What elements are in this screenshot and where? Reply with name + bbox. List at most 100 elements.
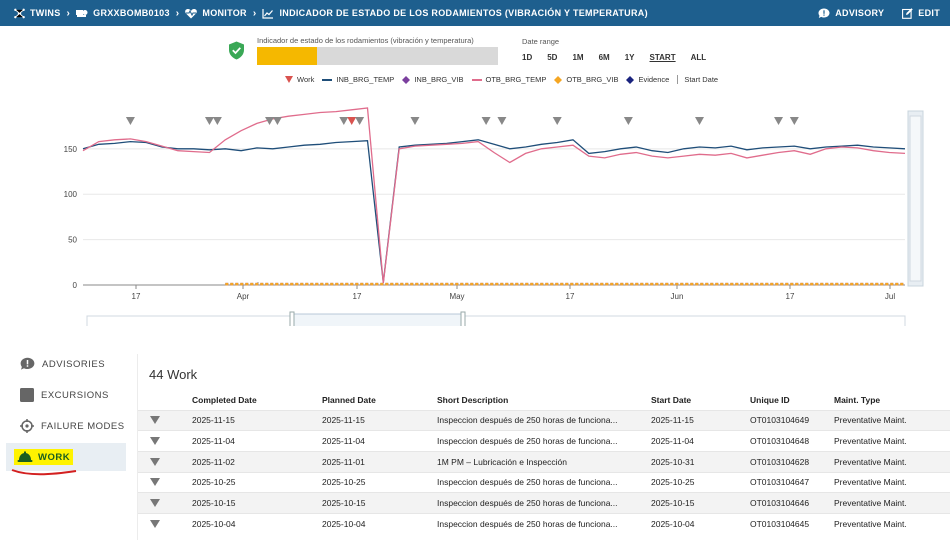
table-cell: 2025-10-25 bbox=[192, 471, 322, 493]
sidenav-label: ADVISORIES bbox=[42, 358, 106, 370]
date-range-option-1y[interactable]: 1Y bbox=[624, 53, 635, 62]
legend-marker-icon bbox=[626, 75, 635, 84]
column-header[interactable]: Start Date bbox=[651, 394, 692, 405]
date-range-option-1m[interactable]: 1M bbox=[572, 53, 584, 62]
breadcrumb-twins[interactable]: TWINS bbox=[14, 8, 61, 19]
work-marker-icon[interactable] bbox=[150, 499, 160, 508]
date-range-option-start[interactable]: START bbox=[649, 53, 676, 62]
table-cell: 2025-10-25 bbox=[322, 471, 437, 493]
work-marker bbox=[552, 117, 562, 125]
legend-item[interactable]: Work bbox=[285, 75, 314, 84]
red-annotation-underline bbox=[11, 469, 77, 476]
top-bar: TWINS › GRXXBOMB0103 › MONITOR › INDICAD… bbox=[0, 0, 950, 26]
table-cell: Preventative Maint. bbox=[834, 409, 950, 431]
table-row[interactable]: 2025-10-25 2025-10-25 Inspeccion después d… bbox=[138, 471, 950, 493]
table-cell: 2025-11-02 bbox=[192, 450, 322, 473]
table-cell: 2025-11-04 bbox=[192, 430, 322, 452]
column-header[interactable]: Maint. Type bbox=[834, 394, 881, 405]
breadcrumb-asset[interactable]: GRXXBOMB0103 bbox=[76, 8, 170, 18]
table-cell: 2025-10-04 bbox=[651, 512, 750, 535]
chart-section: Indicador de estado de los rodamientos (… bbox=[0, 26, 950, 346]
table-cell: 2025-10-15 bbox=[192, 492, 322, 514]
legend-marker-icon bbox=[402, 75, 411, 84]
x-tick-label: 17 bbox=[566, 292, 575, 301]
table-row[interactable]: 2025-11-15 2025-11-15 Inspeccion después d… bbox=[138, 409, 950, 431]
work-marker-icon[interactable] bbox=[150, 478, 160, 487]
breadcrumb-monitor[interactable]: MONITOR bbox=[185, 8, 247, 19]
table-cell: 1M PM – Lubricación e Inspección bbox=[437, 450, 651, 473]
network-icon bbox=[14, 8, 25, 19]
legend-marker-icon bbox=[554, 75, 563, 84]
legend-marker-icon bbox=[677, 75, 680, 84]
series-otb_brg_temp bbox=[82, 107, 906, 284]
table-row[interactable]: 2025-10-15 2025-10-15 Inspeccion después d… bbox=[138, 492, 950, 514]
legend-item[interactable]: INB_BRG_TEMP bbox=[322, 75, 394, 84]
work-table: Completed Date Planned Date Short Descri… bbox=[138, 390, 950, 535]
legend-label: INB_BRG_VIB bbox=[414, 75, 464, 84]
date-range-option-6m[interactable]: 6M bbox=[598, 53, 610, 62]
work-marker bbox=[481, 117, 491, 125]
work-marker bbox=[339, 117, 349, 125]
legend-label: Start Date bbox=[684, 75, 719, 84]
legend-item[interactable]: Start Date bbox=[677, 75, 718, 84]
table-cell: OT0103104648 bbox=[750, 430, 834, 452]
table-row[interactable]: 2025-11-04 2025-11-04 Inspeccion después d… bbox=[138, 430, 950, 452]
x-tick-label: 17 bbox=[353, 292, 362, 301]
column-header[interactable]: Completed Date bbox=[192, 394, 257, 405]
chart-svg[interactable]: 0 50 100 150 17 Apr 17 May 17 Jun 17 Jul bbox=[0, 26, 950, 326]
sidenav-item-failure-modes[interactable]: FAILURE MODES bbox=[8, 412, 128, 440]
legend-label: OTB_BRG_VIB bbox=[566, 75, 619, 84]
work-marker-icon[interactable] bbox=[150, 520, 160, 529]
date-range-option-1d[interactable]: 1D bbox=[522, 53, 533, 62]
legend-item[interactable]: OTB_BRG_VIB bbox=[554, 75, 618, 84]
table-cell: OT0103104647 bbox=[750, 471, 834, 493]
series-inb_brg_temp bbox=[82, 139, 906, 283]
table-cell: 2025-10-15 bbox=[651, 492, 750, 514]
indicator-bar bbox=[257, 47, 498, 65]
legend-item[interactable]: INB_BRG_VIB bbox=[402, 75, 464, 84]
sidenav-item-excursions[interactable]: EXCURSIONS bbox=[8, 381, 128, 409]
column-header[interactable]: Short Description bbox=[437, 394, 509, 405]
y-tick-label: 150 bbox=[64, 145, 78, 154]
column-header[interactable]: Planned Date bbox=[322, 394, 376, 405]
health-indicator: Indicador de estado de los rodamientos (… bbox=[228, 35, 508, 69]
sidenav-item-advisories[interactable]: ADVISORIES bbox=[8, 350, 128, 378]
advisory-button[interactable]: ADVISORY bbox=[818, 8, 884, 19]
table-cell: 2025-11-15 bbox=[651, 409, 750, 431]
table-cell: 2025-11-04 bbox=[322, 430, 437, 452]
breadcrumb-indicator: INDICADOR DE ESTADO DE LOS RODAMIENTOS (… bbox=[262, 8, 648, 19]
chevron-right-icon: › bbox=[66, 7, 71, 19]
table-cell: 2025-11-04 bbox=[651, 430, 750, 452]
work-marker-icon[interactable] bbox=[150, 437, 160, 446]
work-marker-icon[interactable] bbox=[150, 416, 160, 425]
work-marker bbox=[774, 117, 784, 125]
legend-label: Evidence bbox=[638, 75, 670, 84]
y-tick-label: 0 bbox=[73, 281, 78, 290]
work-marker-icon[interactable] bbox=[150, 457, 160, 466]
pump-icon bbox=[76, 8, 88, 18]
side-navigation: ADVISORIES EXCURSIONS FAILURE MODES WORK bbox=[0, 350, 130, 540]
date-range-option-5d[interactable]: 5D bbox=[547, 53, 558, 62]
table-row[interactable]: 2025-11-02 2025-11-01 1M PM – Lubricación … bbox=[138, 450, 950, 473]
table-cell: OT0103104628 bbox=[750, 450, 834, 473]
breadcrumb-label: INDICADOR DE ESTADO DE LOS RODAMIENTOS (… bbox=[279, 8, 648, 18]
table-cell: Inspeccion después de 250 horas de funci… bbox=[437, 512, 651, 535]
date-range-option-all[interactable]: ALL bbox=[690, 53, 707, 62]
table-cell: 2025-10-31 bbox=[651, 450, 750, 473]
legend-item[interactable]: OTB_BRG_TEMP bbox=[471, 75, 547, 84]
table-cell: Inspeccion después de 250 horas de funci… bbox=[437, 430, 651, 452]
edit-button[interactable]: EDIT bbox=[902, 7, 940, 19]
excursion-icon bbox=[20, 388, 34, 402]
navigator-window bbox=[291, 313, 464, 326]
table-row[interactable]: 2025-10-04 2025-10-04 Inspeccion después d… bbox=[138, 512, 950, 535]
work-marker bbox=[410, 117, 420, 125]
legend-label: OTB_BRG_TEMP bbox=[485, 75, 547, 84]
breadcrumb-label: MONITOR bbox=[202, 8, 247, 18]
sidenav-label: FAILURE MODES bbox=[41, 420, 125, 432]
sidenav-item-work[interactable]: WORK bbox=[6, 443, 126, 471]
table-cell: Preventative Maint. bbox=[834, 450, 950, 473]
column-header[interactable]: Unique ID bbox=[750, 394, 790, 405]
sidenav-label: WORK bbox=[38, 451, 71, 463]
legend-item[interactable]: Evidence bbox=[626, 75, 669, 84]
hard-hat-icon bbox=[17, 451, 33, 463]
